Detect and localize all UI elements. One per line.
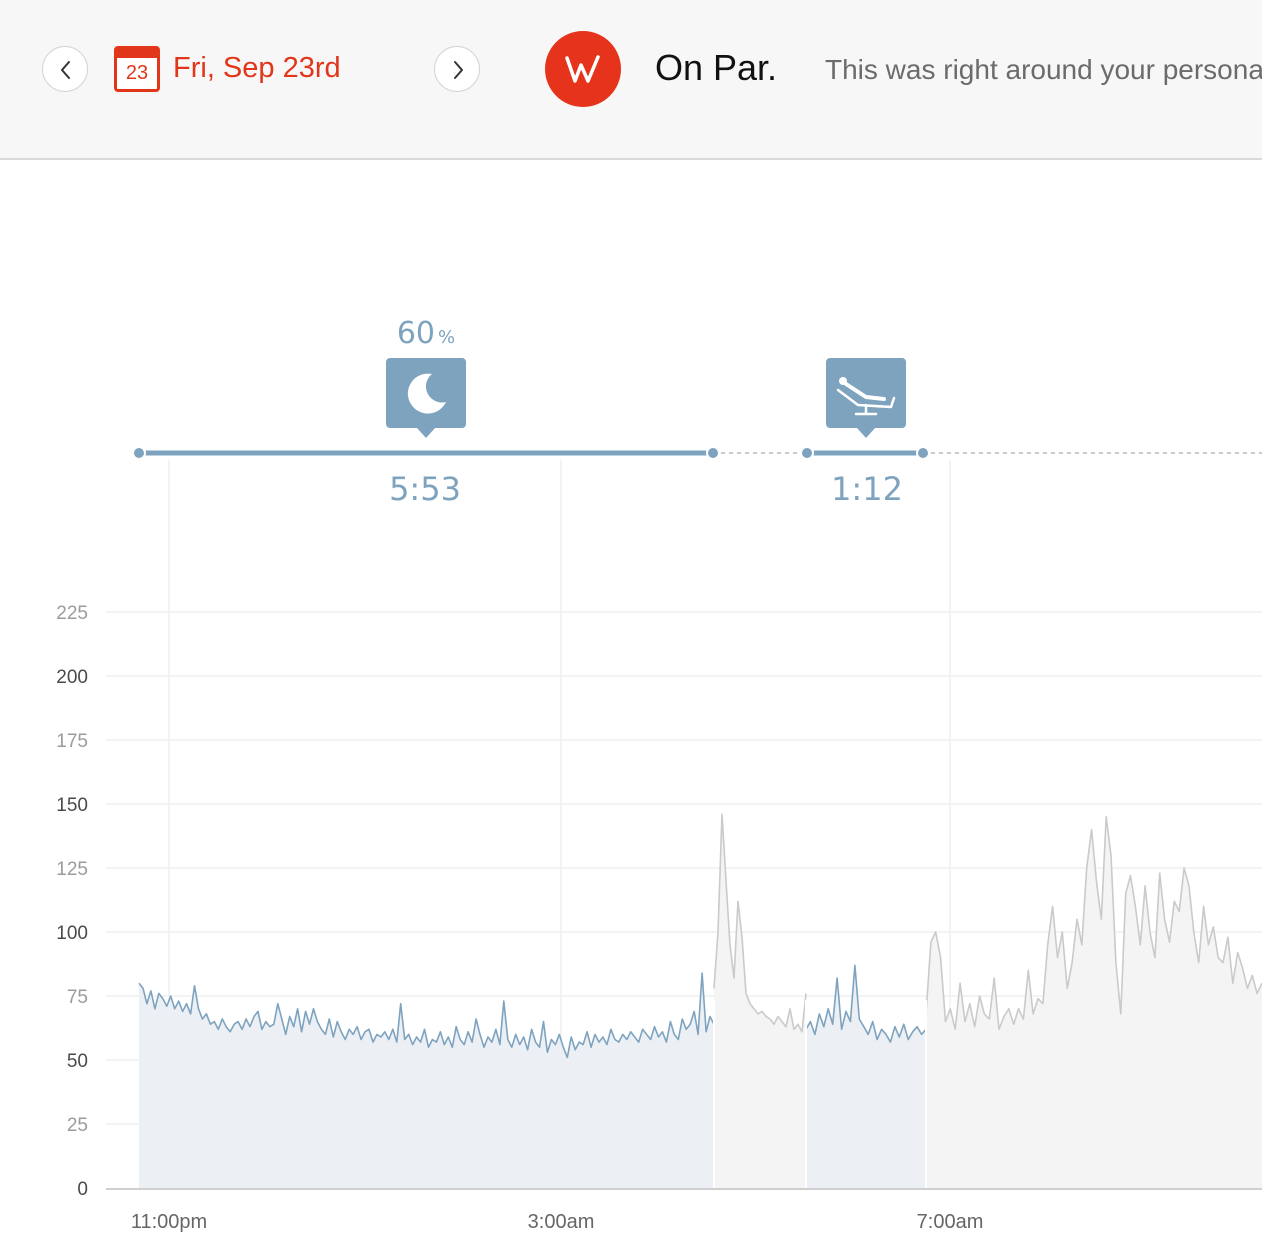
status-text: This was right around your personal aver… — [825, 54, 1262, 85]
series-area-awake — [714, 814, 806, 1188]
x-tick-label: 3:00am — [528, 1211, 595, 1233]
series-line-nap — [805, 964, 927, 1043]
sleep-score: 60% — [397, 316, 455, 351]
recline-chair-icon — [836, 377, 896, 416]
status-title: On Par. — [655, 47, 778, 88]
x-axis: 11:00pm 3:00am 7:00am — [106, 1188, 1262, 1233]
nap-duration: 1:12 — [831, 470, 903, 508]
top-bar: 23 Fri, Sep 23rd On Par. This was right … — [0, 0, 1262, 160]
brand-logo-icon — [565, 55, 600, 83]
y-tick-label: 75 — [67, 987, 88, 1008]
y-tick-label: 25 — [67, 1115, 88, 1136]
y-tick-label: 100 — [56, 923, 88, 944]
y-tick-label: 50 — [67, 1051, 88, 1072]
chart-areas — [138, 813, 1262, 1188]
chevron-left-icon — [61, 61, 70, 79]
previous-day-button[interactable] — [42, 46, 88, 92]
y-tick-label: 125 — [56, 859, 88, 880]
series-line-sleep — [138, 972, 715, 1059]
calendar-day: 23 — [125, 62, 149, 84]
chevron-right-icon — [454, 61, 463, 79]
x-tick-label: 7:00am — [917, 1211, 984, 1233]
y-tick-label: 150 — [56, 795, 88, 816]
x-tick-label: 11:00pm — [131, 1211, 207, 1233]
y-tick-label: 0 — [77, 1179, 88, 1200]
next-day-button[interactable] — [434, 46, 480, 92]
moon-icon — [407, 373, 446, 414]
y-axis: 0 25 50 75 100 125 150 175 200 225 — [56, 603, 88, 1200]
date-label[interactable]: Fri, Sep 23rd — [173, 52, 341, 84]
sleep-activity-badge[interactable] — [386, 358, 466, 438]
series-line-other — [925, 816, 1262, 1031]
series-area-sleep — [139, 973, 714, 1188]
series-line-awake — [713, 813, 807, 1033]
heart-rate-chart: 60 % 5:53 1:12 0 25 50 75 100 125 150 175 200 225 11… — [56, 316, 1262, 1233]
activity-timeline: 60 % 5:53 1:12 — [132, 316, 1262, 508]
series-area-other — [926, 816, 1262, 1188]
timeline-endpoint — [800, 446, 814, 460]
y-tick-label: 200 — [56, 667, 88, 688]
calendar-icon[interactable]: 23 — [114, 46, 160, 92]
timeline-endpoint — [132, 446, 146, 460]
y-tick-label: 175 — [56, 731, 88, 752]
timeline-endpoint — [916, 446, 930, 460]
series-area-nap — [806, 965, 926, 1188]
y-tick-label: 225 — [56, 603, 88, 624]
timeline-endpoint — [706, 446, 720, 460]
sleep-duration: 5:53 — [389, 470, 461, 508]
brand-logo — [545, 31, 621, 107]
nap-activity-badge[interactable] — [826, 358, 906, 438]
